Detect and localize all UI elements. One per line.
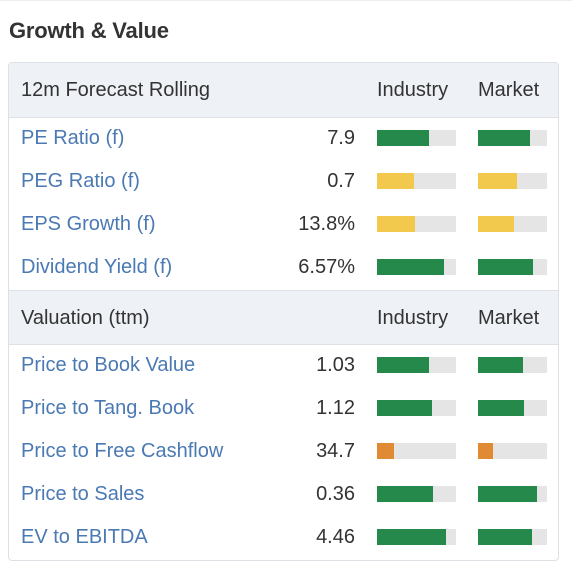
metric-link-eps-growth[interactable]: EPS Growth (f)	[21, 213, 156, 235]
industry-bar	[377, 216, 456, 232]
metric-link-dividend-yield[interactable]: Dividend Yield (f)	[21, 256, 173, 278]
table-row: EV to EBITDA 4.46	[9, 517, 558, 560]
market-bar-fill	[478, 529, 532, 545]
industry-bar-fill	[377, 443, 395, 459]
valuation-header-label: Valuation (ttm)	[21, 307, 150, 329]
market-bar	[478, 486, 547, 502]
metric-value: 6.57%	[298, 256, 355, 278]
table-row: Dividend Yield (f) 6.57%	[9, 247, 558, 290]
valuation-header: Valuation (ttm) Industry Market	[9, 290, 558, 345]
industry-bar	[377, 130, 456, 146]
market-bar-fill	[478, 400, 525, 416]
industry-bar-fill	[377, 259, 445, 275]
metric-value: 1.03	[316, 354, 355, 376]
industry-bar-fill	[377, 173, 415, 189]
top-divider	[0, 0, 572, 1]
forecast-header: 12m Forecast Rolling Industry Market	[9, 63, 558, 118]
industry-bar	[377, 357, 456, 373]
metric-value: 13.8%	[298, 213, 355, 235]
industry-bar-fill	[377, 216, 415, 232]
industry-bar	[377, 400, 456, 416]
metric-link-pe-ratio[interactable]: PE Ratio (f)	[21, 127, 125, 149]
metric-link-price-to-tang-book[interactable]: Price to Tang. Book	[21, 397, 195, 419]
industry-bar-fill	[377, 130, 430, 146]
industry-bar-fill	[377, 400, 432, 416]
table-row: PEG Ratio (f) 0.7	[9, 161, 558, 204]
forecast-header-label: 12m Forecast Rolling	[21, 79, 210, 101]
metric-link-price-to-fcf[interactable]: Price to Free Cashflow	[21, 440, 224, 462]
table-row: Price to Sales 0.36	[9, 474, 558, 517]
table-row: PE Ratio (f) 7.9	[9, 118, 558, 161]
market-bar-fill	[478, 259, 534, 275]
section-title: Growth & Value	[9, 18, 169, 43]
industry-bar	[377, 259, 456, 275]
table-row: EPS Growth (f) 13.8%	[9, 204, 558, 247]
market-bar	[478, 130, 547, 146]
industry-bar	[377, 443, 456, 459]
market-bar-fill	[478, 173, 517, 189]
market-bar-fill	[478, 216, 514, 232]
market-bar	[478, 400, 547, 416]
metric-value: 34.7	[316, 440, 355, 462]
metric-value: 0.7	[327, 170, 355, 192]
growth-value-card: 12m Forecast Rolling Industry Market PE …	[8, 62, 559, 561]
industry-bar-fill	[377, 486, 434, 502]
table-row: Price to Free Cashflow 34.7	[9, 431, 558, 474]
valuation-industry-header: Industry	[377, 307, 449, 329]
metric-value: 0.36	[316, 483, 355, 505]
industry-bar	[377, 173, 456, 189]
metric-link-price-to-sales[interactable]: Price to Sales	[21, 483, 145, 505]
forecast-market-header: Market	[478, 79, 540, 101]
forecast-industry-header: Industry	[377, 79, 449, 101]
valuation-market-header: Market	[478, 307, 540, 329]
market-bar	[478, 357, 547, 373]
metric-value: 7.9	[327, 127, 355, 149]
table-row: Price to Book Value 1.03	[9, 345, 558, 388]
market-bar	[478, 443, 547, 459]
industry-bar	[377, 486, 456, 502]
market-bar	[478, 216, 547, 232]
market-bar-fill	[478, 443, 494, 459]
metric-link-price-to-book[interactable]: Price to Book Value	[21, 354, 196, 376]
metric-value: 4.46	[316, 526, 355, 548]
metric-value: 1.12	[316, 397, 355, 419]
market-bar-fill	[478, 486, 538, 502]
metric-link-peg-ratio[interactable]: PEG Ratio (f)	[21, 170, 140, 192]
market-bar	[478, 529, 547, 545]
metric-link-ev-to-ebitda[interactable]: EV to EBITDA	[21, 526, 148, 548]
table-row: Price to Tang. Book 1.12	[9, 388, 558, 431]
industry-bar-fill	[377, 357, 430, 373]
industry-bar-fill	[377, 529, 446, 545]
market-bar-fill	[478, 130, 530, 146]
forecast-rows: PE Ratio (f) 7.9 PEG Ratio (f) 0.7 EPS G…	[9, 118, 558, 290]
market-bar	[478, 259, 547, 275]
market-bar	[478, 173, 547, 189]
valuation-rows: Price to Book Value 1.03 Price to Tang. …	[9, 345, 558, 560]
industry-bar	[377, 529, 456, 545]
market-bar-fill	[478, 357, 523, 373]
